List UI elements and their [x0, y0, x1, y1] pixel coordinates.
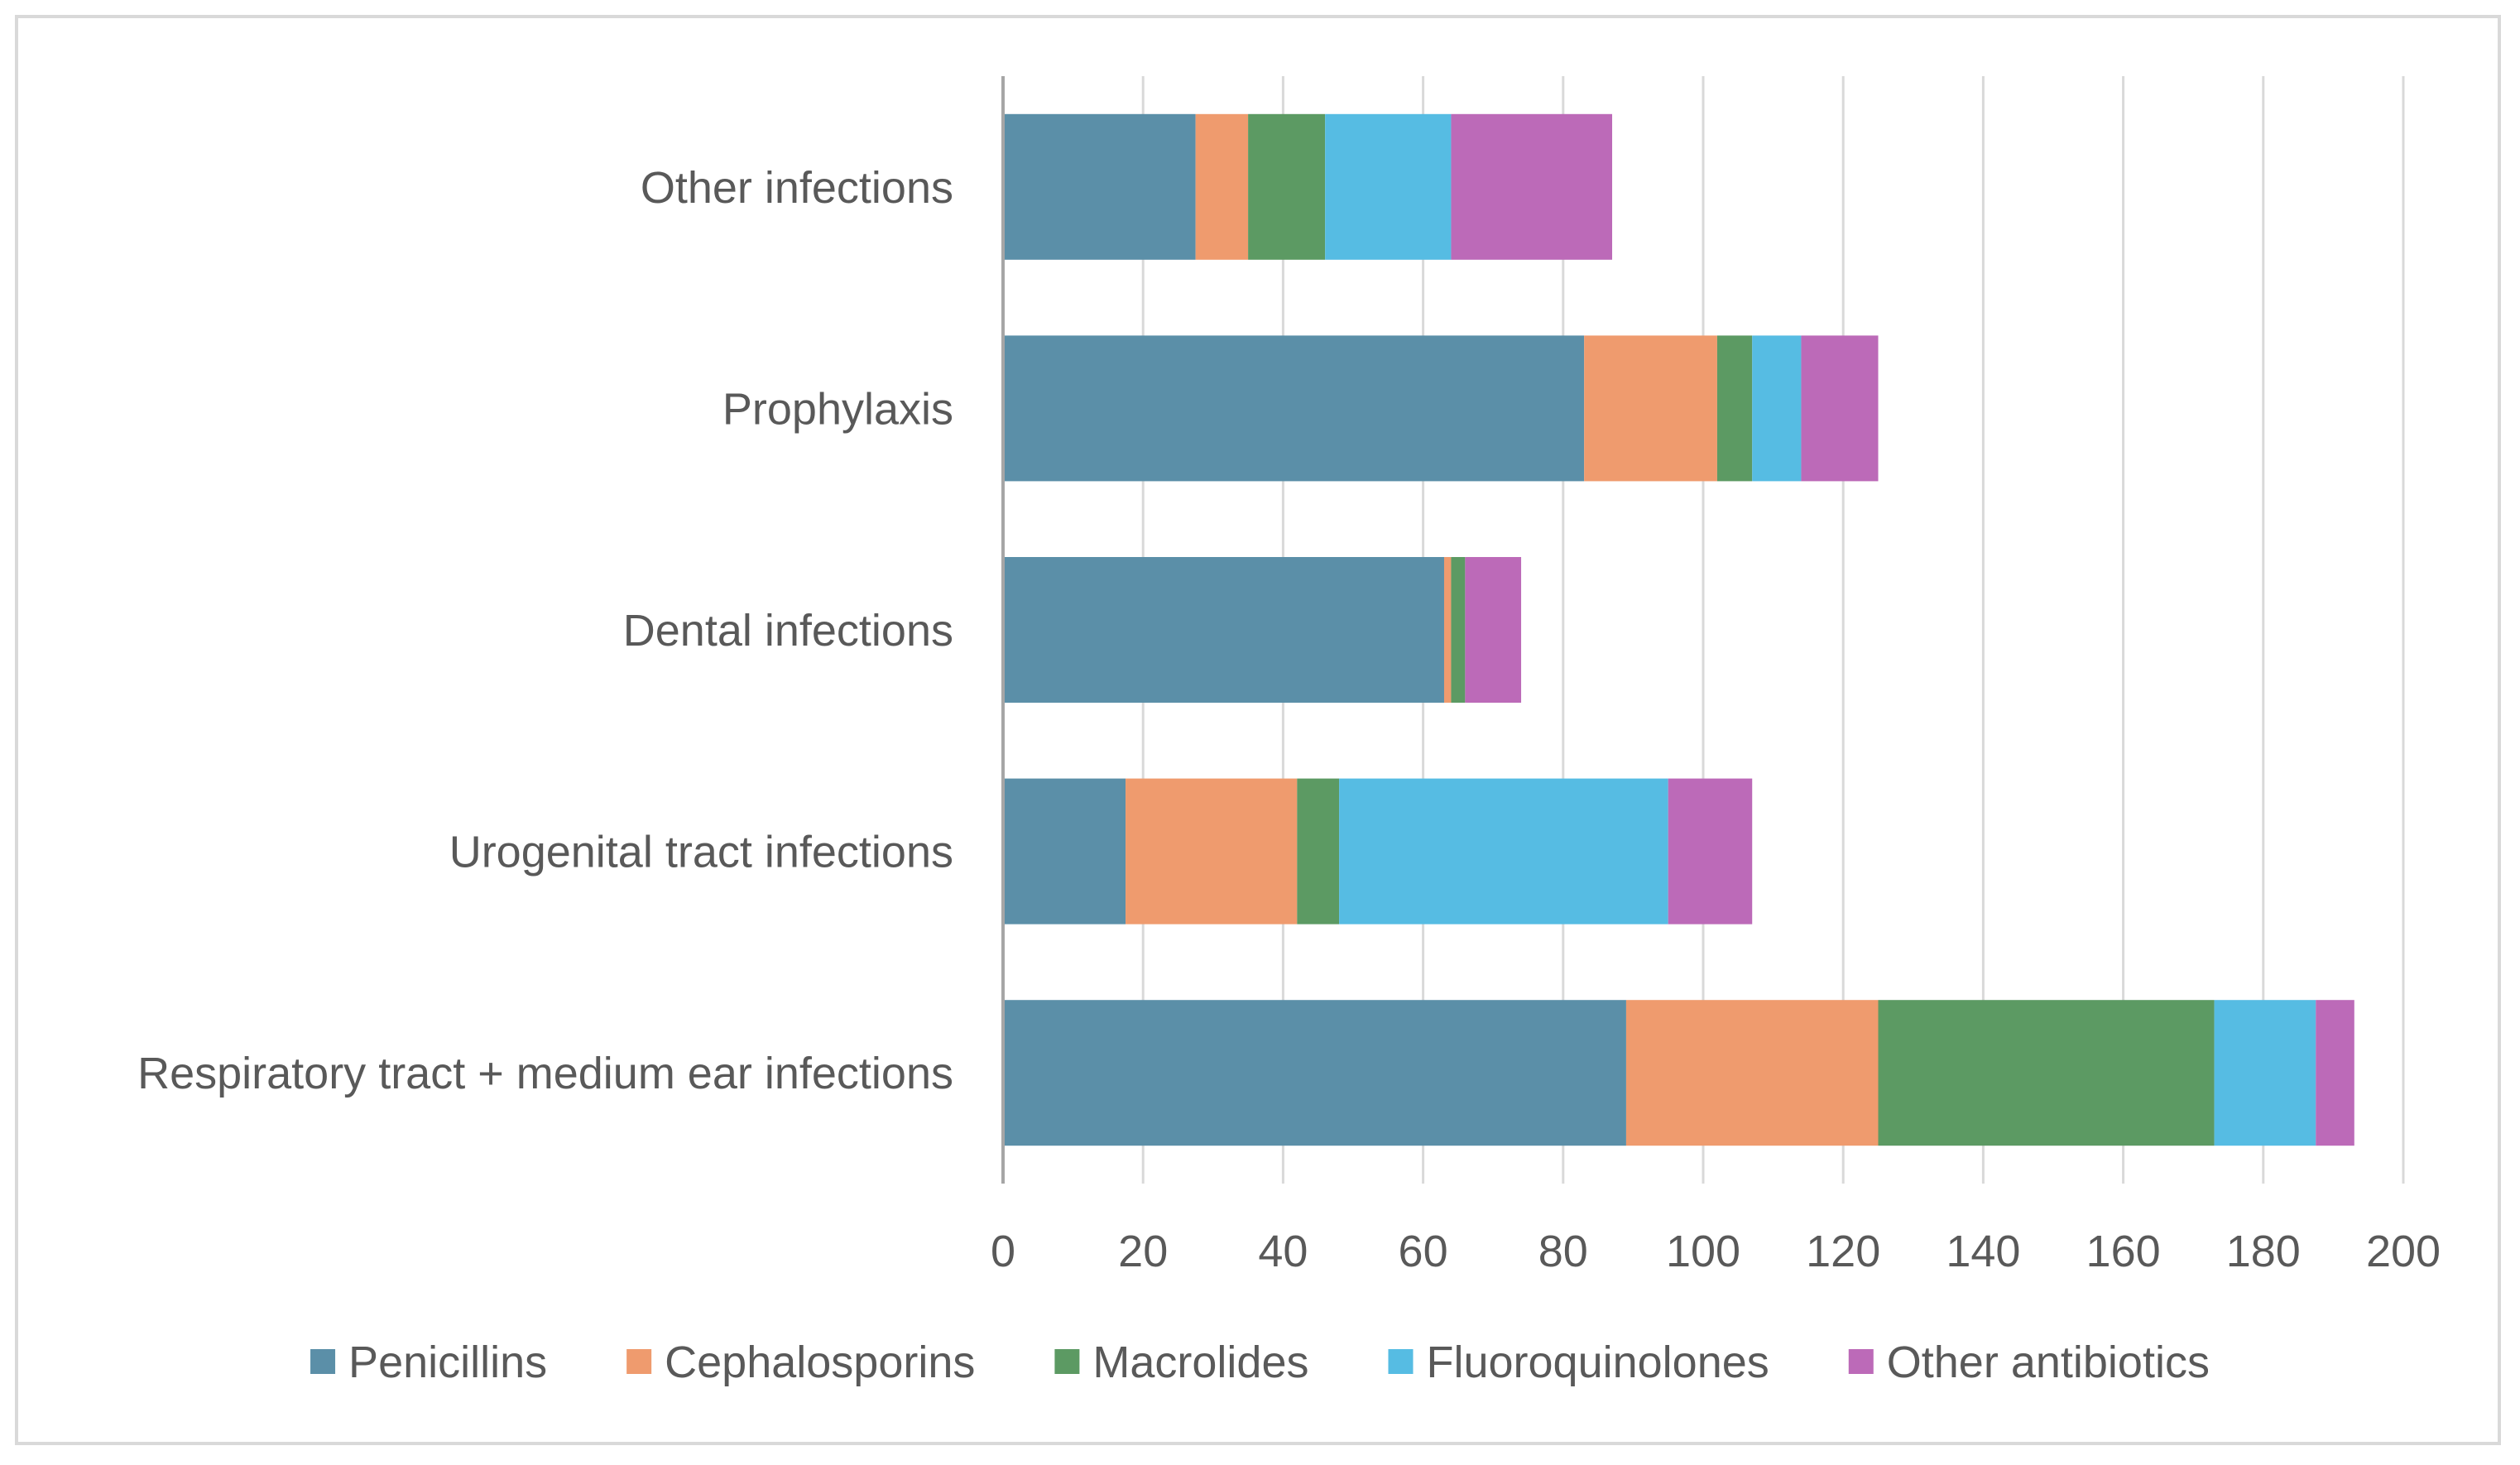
x-tick-label-0: 0 [991, 1227, 1015, 1276]
legend-item-other-antibiotics: Other antibiotics [1848, 1338, 2210, 1387]
category-label-respiratory-tract-medium-ear-infections: Respiratory tract + medium ear infection… [137, 1049, 953, 1098]
legend-label-cephalosporins: Cephalosporins [665, 1338, 975, 1387]
legend-item-cephalosporins: Cephalosporins [626, 1338, 975, 1387]
legend-item-fluoroquinolones: Fluoroquinolones [1388, 1338, 1769, 1387]
gridlines [1141, 76, 2405, 1184]
category-labels: Respiratory tract + medium ear infection… [137, 163, 953, 1098]
legend-swatch-other-antibiotics [1848, 1349, 1874, 1374]
bar-urogenital-tract-infections-penicillins [1003, 778, 1126, 925]
x-tick-label-80: 80 [1538, 1227, 1588, 1276]
bar-other-infections-cephalosporins [1195, 113, 1249, 260]
bar-dental-infections-cephalosporins [1443, 557, 1452, 703]
bar-prophylaxis-cephalosporins [1584, 335, 1717, 482]
bar-respiratory-tract-medium-ear-infections-macrolides [1878, 1000, 2215, 1146]
legend-label-penicillins: Penicillins [348, 1338, 547, 1387]
x-tick-label-160: 160 [2086, 1227, 2161, 1276]
bar-other-infections-fluoroquinolones [1325, 113, 1452, 260]
x-tick-label-20: 20 [1118, 1227, 1168, 1276]
bar-respiratory-tract-medium-ear-infections-fluoroquinolones [2214, 1000, 2316, 1146]
category-label-dental-infections: Dental infections [623, 606, 953, 656]
x-tick-labels: 0 20 40 60 80 100 120 140 160 180 200 [991, 1227, 2441, 1276]
bar-respiratory-tract-medium-ear-infections-cephalosporins [1625, 1000, 1879, 1146]
bar-urogenital-tract-infections-cephalosporins [1126, 778, 1298, 925]
bar-prophylaxis-other-antibiotics [1801, 335, 1879, 482]
bar-other-infections-macrolides [1248, 113, 1326, 260]
bar-other-infections-penicillins [1003, 113, 1196, 260]
bar-prophylaxis-penicillins [1003, 335, 1585, 482]
bar-dental-infections-penicillins [1003, 557, 1444, 703]
legend-item-penicillins: Penicillins [310, 1338, 547, 1387]
category-label-urogenital-tract-infections: Urogenital tract infections [449, 828, 953, 877]
bar-other-infections-other-antibiotics [1451, 113, 1613, 260]
legend-label-other-antibiotics: Other antibiotics [1887, 1338, 2210, 1387]
legend-swatch-cephalosporins [626, 1349, 652, 1374]
x-tick-label-60: 60 [1399, 1227, 1448, 1276]
bars [1003, 113, 2354, 1146]
bar-dental-infections-other-antibiotics [1465, 557, 1522, 703]
bar-respiratory-tract-medium-ear-infections-other-antibiotics [2316, 1000, 2354, 1146]
x-tick-label-100: 100 [1666, 1227, 1740, 1276]
legend-item-macrolides: Macrolides [1054, 1338, 1308, 1387]
bar-urogenital-tract-infections-other-antibiotics [1668, 778, 1753, 925]
legend-swatch-fluoroquinolones [1388, 1349, 1414, 1374]
x-tick-label-120: 120 [1806, 1227, 1880, 1276]
bar-prophylaxis-fluoroquinolones [1752, 335, 1802, 482]
category-label-other-infections: Other infections [641, 163, 953, 213]
bar-urogenital-tract-infections-macrolides [1297, 778, 1340, 925]
x-tick-label-200: 200 [2366, 1227, 2441, 1276]
legend-label-macrolides: Macrolides [1092, 1338, 1308, 1387]
x-tick-label-40: 40 [1258, 1227, 1308, 1276]
legend-swatch-macrolides [1054, 1349, 1080, 1374]
legend: Penicillins Cephalosporins Macrolides Fluor… [310, 1338, 2210, 1387]
legend-label-fluoroquinolones: Fluoroquinolones [1426, 1338, 1769, 1387]
legend-swatch-penicillins [310, 1349, 336, 1374]
x-tick-label-180: 180 [2226, 1227, 2301, 1276]
x-tick-label-140: 140 [1946, 1227, 2020, 1276]
bar-prophylaxis-macrolides [1716, 335, 1753, 482]
bar-dental-infections-macrolides [1451, 557, 1466, 703]
category-label-prophylaxis: Prophylaxis [722, 384, 953, 434]
bar-urogenital-tract-infections-fluoroquinolones [1339, 778, 1668, 925]
bar-respiratory-tract-medium-ear-infections-penicillins [1003, 1000, 1626, 1146]
